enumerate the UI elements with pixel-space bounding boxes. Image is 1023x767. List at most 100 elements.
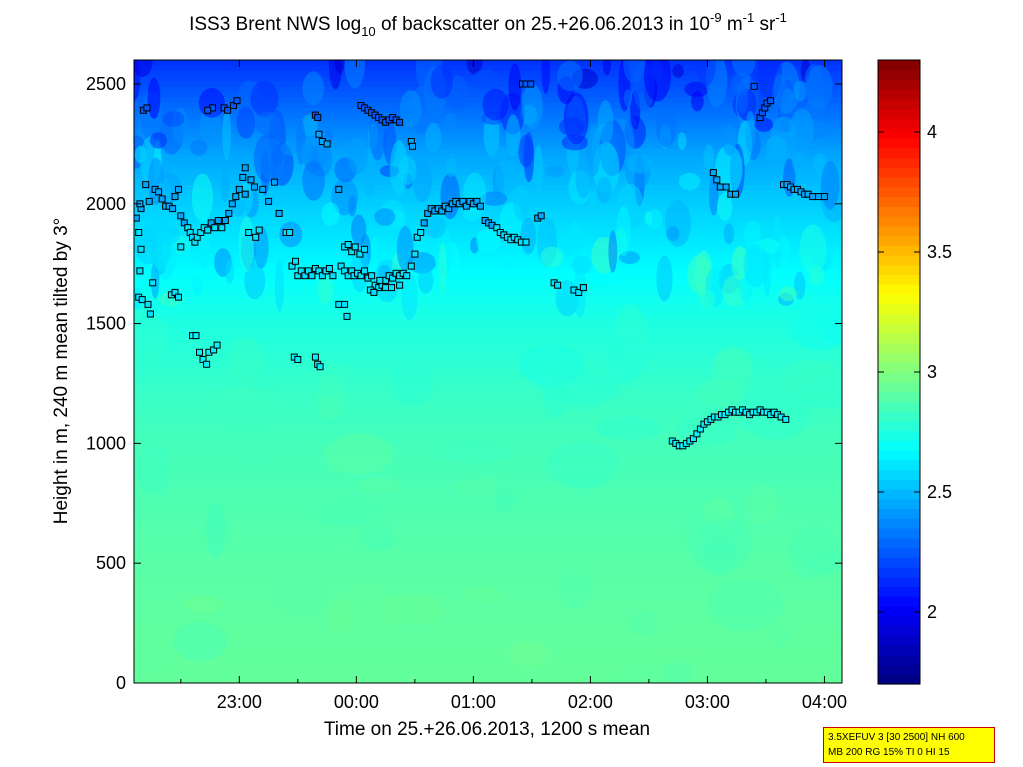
field-patch (487, 145, 510, 160)
field-strip (134, 381, 842, 388)
field-strip (134, 423, 842, 430)
field-patch (208, 385, 284, 432)
colorbar-step (878, 664, 920, 675)
title-part2: of backscatter on 25.+26.06.2013 in 10 (376, 14, 710, 35)
field-patch (379, 593, 446, 626)
layer-marker (335, 185, 343, 193)
layer-marker (218, 224, 226, 232)
field-strip (134, 210, 842, 217)
field-strip (134, 573, 842, 580)
layer-marker (343, 312, 351, 320)
field-strip (134, 438, 842, 445)
colorbar-step (878, 596, 920, 607)
field-strip (134, 304, 842, 310)
field-patch (244, 262, 266, 300)
field-patch (732, 60, 756, 77)
field-patch (418, 267, 434, 294)
colorbar-step (878, 333, 920, 344)
field-strip (134, 651, 842, 658)
colorbar-step (878, 128, 920, 139)
field-strip (134, 527, 842, 534)
settings-info-box: 3.5XEFUV 3 [30 2500] NH 600 MB 200 RG 15… (823, 727, 995, 763)
colorbar-tick-label: 3.5 (927, 242, 952, 262)
field-patch (325, 549, 363, 569)
field-strip (134, 169, 842, 175)
field-patch (476, 228, 500, 254)
colorbar-step (878, 411, 920, 422)
field-strip (134, 252, 842, 258)
colorbar-step (878, 469, 920, 480)
field-strip (134, 599, 842, 606)
field-patch (399, 90, 422, 128)
field-patch (691, 90, 704, 112)
field-patch (396, 226, 414, 272)
field-strip (134, 449, 842, 456)
layer-marker (145, 197, 153, 205)
colorbar-step (878, 576, 920, 588)
layer-marker (177, 243, 185, 251)
field-patch (225, 259, 235, 284)
field-strip (134, 366, 842, 373)
colorbar-step (878, 284, 920, 295)
field-patch (348, 195, 357, 217)
colorbar-step (878, 586, 920, 597)
field-strip (134, 459, 842, 466)
layer-marker (144, 300, 152, 308)
x-tick-label: 23:00 (217, 692, 262, 712)
layer-marker (361, 245, 368, 253)
field-patch (644, 211, 653, 226)
field-patch (714, 144, 743, 195)
field-patch (400, 589, 424, 635)
layer-marker (782, 415, 790, 423)
field-strip (134, 553, 842, 559)
layer-marker (259, 185, 267, 193)
layer-marker (815, 193, 823, 201)
field-patch (298, 433, 332, 461)
field-patch (521, 83, 543, 129)
field-patch (499, 255, 521, 269)
colorbar-step (878, 420, 920, 432)
field-strip (134, 672, 842, 679)
field-patch (789, 108, 814, 152)
field-patch (518, 344, 584, 387)
layer-marker (196, 348, 203, 356)
field-strip (134, 60, 842, 66)
field-patch (389, 362, 435, 406)
colorbar-step (878, 508, 920, 519)
field-strip (134, 283, 842, 290)
field-patch (586, 124, 601, 177)
layer-marker (722, 183, 730, 191)
field-patch (745, 110, 756, 153)
field-patch (787, 525, 838, 580)
field-strip (134, 413, 842, 419)
field-patch (561, 134, 589, 151)
field-patch (325, 598, 354, 634)
layer-marker (175, 185, 182, 193)
field-patch (463, 208, 481, 222)
field-patch (355, 477, 402, 495)
layer-marker (396, 118, 404, 126)
y-tick-label: 1500 (86, 314, 126, 334)
field-patch (799, 224, 827, 275)
colorbar-step (878, 450, 920, 461)
field-strip (134, 298, 842, 305)
colorbar-step (878, 294, 920, 305)
colorbar-step (878, 99, 920, 110)
field-patch (173, 621, 227, 662)
layer-marker (351, 243, 359, 251)
layer-marker (192, 332, 200, 340)
title-sub10: 10 (361, 24, 375, 39)
field-patch (243, 447, 275, 469)
field-patch (689, 518, 752, 574)
colorbar-step (878, 489, 920, 500)
layer-marker (376, 276, 384, 284)
field-strip (134, 511, 842, 518)
x-tick-label: 01:00 (451, 692, 496, 712)
field-strip (134, 272, 842, 279)
layer-marker (292, 257, 299, 265)
field-patch (147, 77, 161, 119)
field-patch (317, 275, 334, 304)
layer-marker (294, 356, 302, 363)
layer-marker (308, 272, 316, 280)
field-patch (672, 64, 684, 78)
